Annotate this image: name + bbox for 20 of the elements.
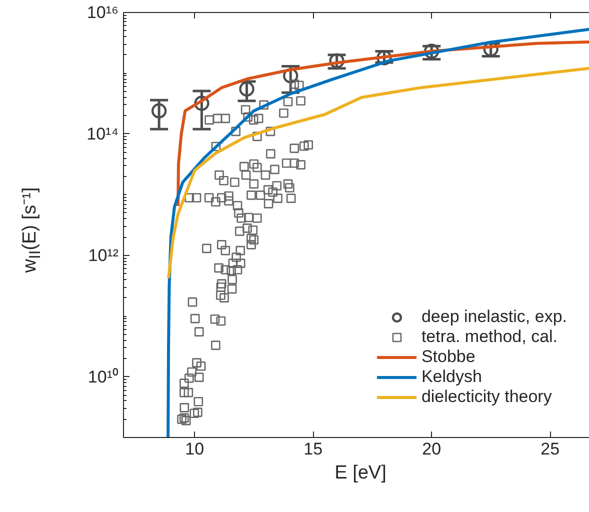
x-tick-label: 25 — [540, 440, 560, 458]
y-tick-label: 10¹² — [88, 246, 119, 265]
x-tick-label: 20 — [422, 440, 442, 458]
legend-label: tetra. method, cal. — [421, 327, 558, 347]
point — [194, 96, 210, 111]
point — [329, 53, 344, 68]
point — [282, 68, 298, 84]
y-tick-label: 10¹⁶ — [86, 3, 119, 22]
point — [151, 103, 167, 118]
y-tick-label: 10¹⁴ — [86, 124, 118, 144]
x-tick-label: 10 — [185, 440, 204, 458]
legend-label: deep inelastic, exp. — [421, 307, 567, 327]
point — [239, 81, 254, 97]
x-axis-title: E [eV] — [334, 462, 386, 484]
legend-label: Keldysh — [421, 367, 482, 387]
y-tick-label: 10¹⁰ — [88, 367, 119, 386]
legend-label: Stobbe — [421, 347, 476, 367]
x-tick-label: 15 — [304, 440, 323, 458]
legend-label: dielecticity theory — [421, 387, 552, 407]
point — [424, 44, 440, 59]
